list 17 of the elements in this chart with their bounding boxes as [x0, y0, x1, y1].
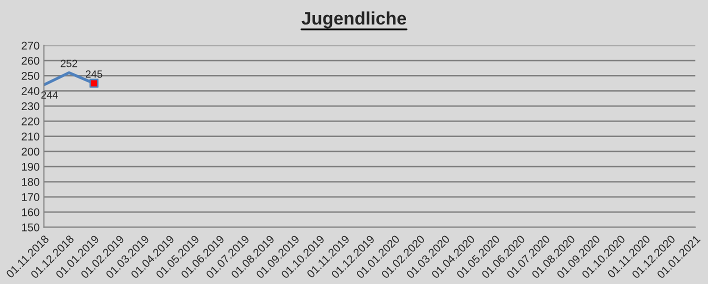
y-tick-label: 160 — [22, 208, 40, 216]
y-tick-label: 250 — [22, 72, 40, 80]
data-label: 252 — [60, 60, 78, 68]
y-tick-label: 270 — [22, 42, 40, 50]
y-tick-label: 260 — [22, 56, 40, 65]
chart-title: Jugendliche — [302, 11, 406, 28]
data-label: 245 — [86, 70, 102, 78]
y-tick-label: 190 — [22, 162, 40, 171]
y-tick-label: 240 — [22, 87, 40, 96]
y-tick-label: 170 — [22, 193, 40, 202]
y-tick-label: 200 — [22, 148, 40, 156]
y-tick-label: 150 — [22, 223, 40, 232]
y-tick-label: 210 — [22, 132, 40, 140]
y-tick-label: 230 — [22, 102, 40, 110]
data-label: 244 — [41, 91, 58, 99]
y-tick-label: 220 — [22, 117, 40, 126]
y-tick-label: 180 — [22, 178, 40, 186]
